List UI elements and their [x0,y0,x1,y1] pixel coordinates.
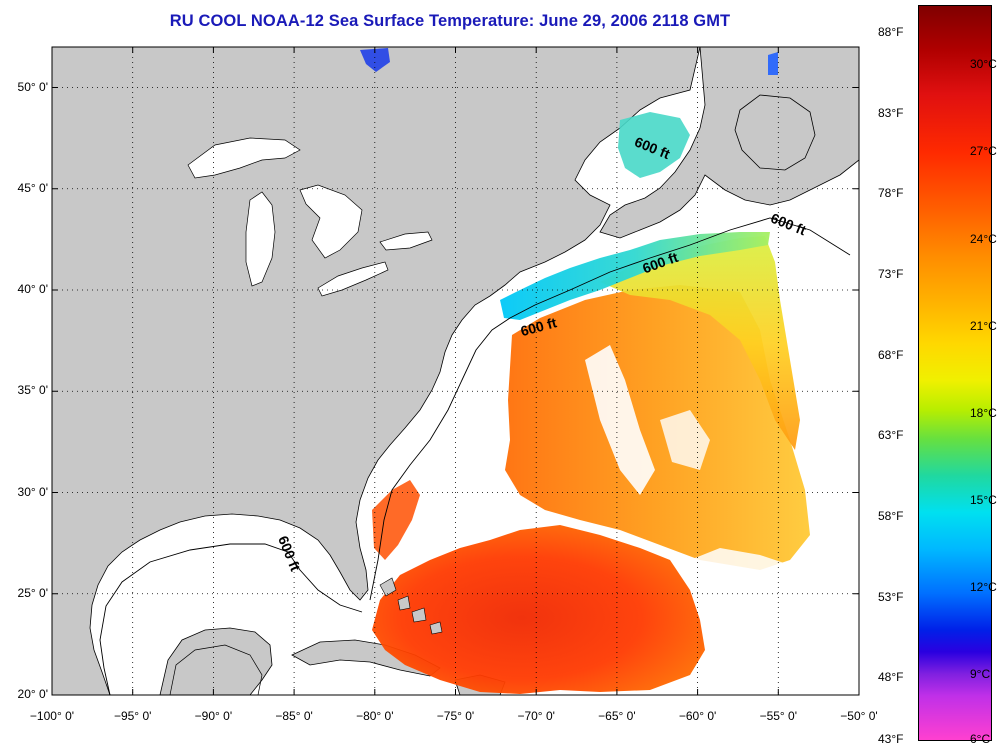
colorbar-celsius-label: 6°C [970,732,991,746]
lake-erie [317,261,389,297]
grid-lines [52,47,859,695]
sst-north-yellow [600,236,800,450]
bahamas-islands [379,577,443,635]
x-tick-label: −85° 0' [275,709,313,723]
lake-huron [299,184,363,259]
y-tick-label: 25° 0' [17,585,48,600]
cloud-gap-2 [690,548,820,640]
lake-superior [187,137,301,179]
x-tick-label: −75° 0' [436,709,475,723]
colorbar-fahrenheit-label: 58°F [878,509,904,523]
colorbar-fahrenheit-label: 43°F [878,732,904,746]
colorbar-fahrenheit-label: 48°F [878,670,904,685]
cloud-gap-3 [660,410,710,470]
x-tick-label: −50° 0' [840,709,878,723]
map-title: RU COOL NOAA-12 Sea Surface Temperature:… [169,12,731,30]
lake-ontario [379,231,433,251]
x-tick-label: −100° 0' [29,709,75,723]
sst-stlawrence [618,112,690,178]
land-yucatan [159,627,273,695]
colorbar-celsius-label: 27°C [970,144,997,159]
sst-cold-shelf [500,232,770,320]
contour-600ft-gulf [99,543,363,695]
contour-gulf-inner [169,644,263,695]
y-tick-label: 35° 0' [17,383,48,398]
colorbar-celsius-label: 21°C [970,318,997,333]
x-tick-label: −70° 0' [517,709,555,723]
colorbar-celsius-label: 18°C [970,405,997,420]
colorbar-fahrenheit-label: 68°F [878,347,904,362]
colorbar-fahrenheit-label: 88°F [878,25,904,39]
y-tick-label: 45° 0' [17,180,48,195]
x-tick-label: −90° 0' [194,709,233,723]
colorbar-celsius-label: 15°C [970,492,997,507]
land-maritimes [599,47,859,239]
colorbar-fahrenheit-label: 53°F [878,589,904,604]
colorbar-celsius-label: 9°C [970,667,991,682]
y-tick-label: 20° 0' [17,687,48,701]
colorbar-fahrenheit-label: 83°F [878,105,904,120]
colorbar-celsius-label: 30°C [970,57,997,72]
axis-ticks [51,47,860,696]
colorbar-celsius-label: 24°C [970,231,997,246]
colorbar-fahrenheit-label: 63°F [878,428,904,443]
cloud-gap-1 [585,345,655,495]
y-tick-label: 40° 0' [17,282,48,296]
sst-mid-orange [505,285,810,570]
temperature-colorbar [918,5,992,741]
colorbar-celsius-label: 12°C [970,579,997,594]
colorbar-fahrenheit-label: 78°F [878,186,904,201]
contour-600ft-atlantic [369,217,851,601]
sst-gulf-warm [372,480,420,560]
y-tick-label: 30° 0' [17,484,48,499]
x-tick-label: −55° 0' [759,709,798,723]
colorbar-fahrenheit-label: 73°F [878,267,904,281]
x-tick-label: −65° 0' [598,709,636,723]
land-newfoundland [734,94,816,171]
sst-hudson-patch [360,48,390,72]
x-tick-label: −80° 0' [356,709,394,723]
x-tick-label: −95° 0' [113,709,152,723]
land-north-america [52,47,701,695]
y-tick-label: 50° 0' [17,79,48,94]
x-tick-label: −60° 0' [678,709,717,723]
lake-michigan [245,191,276,287]
sst-ne-patch [768,52,778,75]
